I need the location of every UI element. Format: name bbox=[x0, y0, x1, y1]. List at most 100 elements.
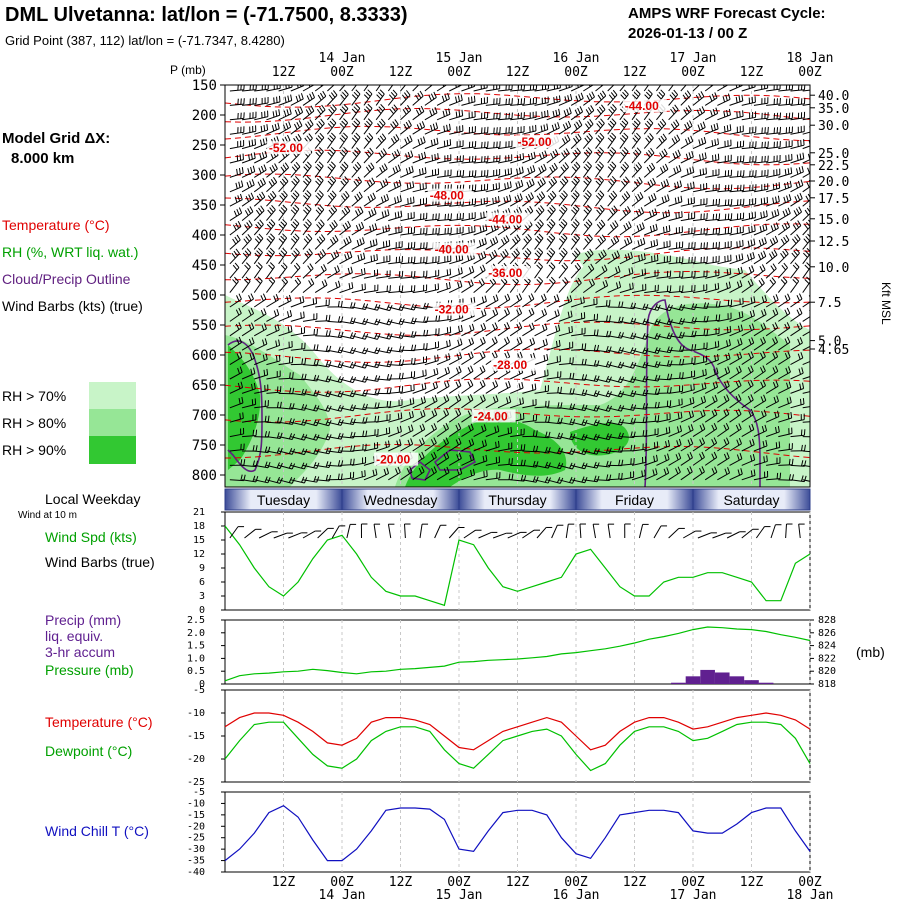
wind-barb bbox=[327, 205, 338, 221]
wind-barb bbox=[497, 112, 513, 121]
wind-barb bbox=[266, 163, 278, 178]
wind-barb bbox=[290, 218, 300, 236]
wind-barb bbox=[461, 225, 476, 236]
wind-barb bbox=[229, 322, 242, 337]
wind-barb bbox=[375, 89, 385, 106]
wind-barb bbox=[412, 356, 428, 366]
wind-barb bbox=[351, 147, 361, 164]
wind-barb bbox=[278, 176, 289, 193]
wind-barb bbox=[278, 162, 290, 178]
wind-barb bbox=[266, 308, 280, 322]
wind-barb bbox=[253, 308, 267, 322]
cycle-label: AMPS WRF Forecast Cycle: bbox=[628, 5, 826, 22]
wind-barb bbox=[339, 332, 356, 340]
wind-barb bbox=[449, 140, 464, 150]
wind-barb bbox=[400, 85, 407, 92]
precip-bar bbox=[758, 682, 774, 684]
wind-barb bbox=[302, 297, 318, 308]
wind-barb bbox=[424, 381, 439, 394]
wind-barb bbox=[497, 426, 513, 438]
wind-barb bbox=[290, 175, 300, 193]
wind-barb bbox=[388, 412, 403, 423]
wind-barb bbox=[388, 399, 403, 409]
pressure-tick-label: 828 bbox=[818, 615, 836, 626]
wind-barb bbox=[241, 192, 255, 207]
y-tick-label: -15 bbox=[187, 810, 205, 821]
wind-barb bbox=[485, 456, 500, 466]
wind-barb bbox=[461, 111, 476, 121]
wind-barb bbox=[253, 247, 263, 265]
wind-barb bbox=[424, 409, 438, 423]
wind-barb bbox=[278, 190, 288, 207]
wind-barb bbox=[424, 423, 437, 438]
wind-barb bbox=[412, 242, 428, 250]
wind-barb bbox=[388, 285, 404, 294]
wind-barb bbox=[449, 352, 463, 366]
wind-barb bbox=[412, 423, 426, 438]
temperature-contour-line bbox=[225, 93, 810, 108]
wind-barb bbox=[424, 137, 439, 150]
wind-barb bbox=[241, 276, 251, 293]
wind-barb bbox=[266, 432, 283, 440]
wind-barb bbox=[241, 179, 255, 193]
wind-barb bbox=[473, 155, 489, 164]
wind-barb bbox=[473, 126, 489, 135]
wind-barb bbox=[424, 354, 439, 366]
temperature-contour-label: -24.00 bbox=[474, 409, 508, 423]
wind-barb bbox=[497, 473, 514, 481]
wind-barb bbox=[254, 338, 268, 351]
wind-barb bbox=[400, 357, 416, 366]
wind-barb bbox=[302, 278, 315, 293]
temperature-contour-label: -28.00 bbox=[493, 358, 527, 372]
y-tick-label: -30 bbox=[187, 844, 205, 855]
wind-barb bbox=[509, 248, 520, 265]
wind-barb bbox=[290, 190, 300, 207]
wind-barb bbox=[400, 438, 414, 452]
wind-barb bbox=[400, 270, 416, 279]
wind-barb bbox=[436, 394, 450, 409]
wind-barb bbox=[327, 300, 343, 308]
wind-barb bbox=[314, 147, 324, 164]
wind-barb bbox=[485, 322, 498, 337]
wind-barb bbox=[510, 166, 524, 178]
wind-barb bbox=[314, 204, 325, 221]
wind-barb bbox=[254, 384, 269, 394]
legend-cloud: Cloud/Precip Outline bbox=[2, 271, 131, 287]
wind-barb bbox=[485, 380, 499, 394]
wind-barb bbox=[473, 470, 488, 481]
precip-bar bbox=[671, 682, 686, 684]
wind-barb bbox=[229, 193, 243, 207]
wind-barb bbox=[400, 226, 416, 236]
wind-barb bbox=[449, 125, 464, 135]
wind-barb bbox=[315, 461, 332, 468]
wind-barb bbox=[241, 413, 257, 423]
wind-barb bbox=[387, 104, 398, 121]
precip-bar bbox=[729, 676, 745, 684]
wind-barb bbox=[278, 247, 288, 265]
wind-barb bbox=[266, 247, 275, 265]
wind-barb bbox=[302, 389, 320, 397]
wind-barb bbox=[473, 351, 486, 366]
wind-barb bbox=[497, 181, 512, 193]
wind-barb bbox=[436, 92, 450, 106]
wind-barb bbox=[375, 178, 389, 193]
wind-barb bbox=[327, 265, 340, 279]
wind-barb bbox=[229, 207, 243, 222]
pressure-tick-label: 450 bbox=[192, 258, 217, 274]
wind-barb bbox=[400, 90, 411, 106]
top-date-label: 14 Jan bbox=[319, 51, 366, 66]
wind-barb bbox=[473, 439, 487, 452]
legend-rh90: RH > 90% bbox=[2, 442, 66, 458]
wind-barb bbox=[254, 461, 271, 469]
wind-barb bbox=[254, 124, 269, 135]
wind-barb bbox=[485, 440, 500, 452]
temperature-contour-label: -32.00 bbox=[435, 303, 469, 317]
wind-barb bbox=[241, 337, 255, 351]
wind-chill-panel: -40-35-30-25-20-15-10-5 bbox=[187, 787, 811, 878]
wind-barb bbox=[375, 118, 386, 135]
y-tick-label: 1.5 bbox=[187, 641, 205, 652]
wind-barb bbox=[388, 195, 402, 207]
wind-barb bbox=[424, 341, 440, 351]
temperature-dewpoint-panel: -25-20-15-10-5 bbox=[187, 685, 811, 788]
